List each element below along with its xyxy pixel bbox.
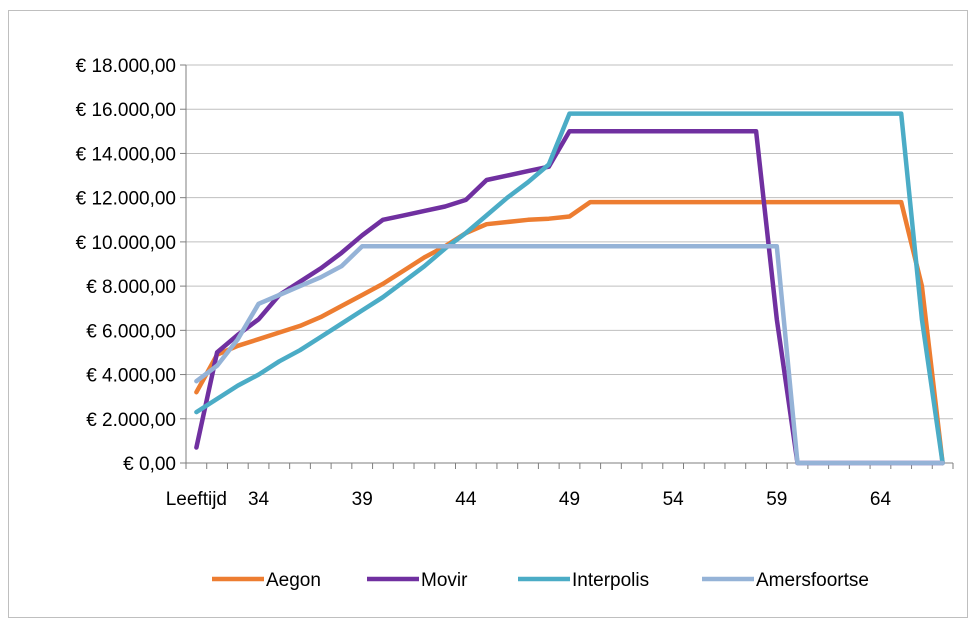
series-line-interpolis [194,111,945,466]
y-tick-label: € 14.000,00 [76,144,176,165]
x-tick-label: 39 [352,489,373,510]
y-tick-label: € 12.000,00 [76,189,176,210]
y-tick-label: € 6.000,00 [86,321,176,342]
y-tick-label: € 8.000,00 [86,277,176,298]
x-tick-label: 54 [663,489,685,510]
chart-frame: € 0,00 € 2.000,00 € 4.000,00 € 6.000,00 € 8.… [8,10,968,618]
y-tick-label: € 0,00 [123,454,176,475]
x-tick-label: 59 [766,489,787,510]
axes: € 0,00 € 2.000,00 € 4.000,00 € 6.000,00 € 8.… [76,56,954,510]
series-line-movir [194,129,945,466]
series-line-amersfoortse [194,244,945,466]
series-line-aegon [194,199,945,466]
legend-label: Aegon [266,570,321,591]
legend-label: Movir [421,570,468,591]
y-tick-label: € 18.000,00 [76,56,176,77]
y-tick-label: € 2.000,00 [86,410,176,431]
legend-label: Interpolis [572,570,649,591]
x-tick-label: 49 [559,489,580,510]
y-tick-label: € 16.000,00 [76,100,176,121]
legend-label: Amersfoortse [756,570,869,591]
series-lines [194,111,945,466]
gridlines [186,64,953,420]
x-tick-label: 64 [870,489,892,510]
x-tick-label: 34 [248,489,270,510]
y-tick-label: € 10.000,00 [76,233,176,254]
line-chart: € 0,00 € 2.000,00 € 4.000,00 € 6.000,00 € 8.… [76,56,954,591]
y-tick-label: € 4.000,00 [86,366,176,387]
x-tick-label: 44 [455,489,477,510]
legend: Aegon Movir Interpolis Amersfoortse [212,570,869,591]
x-tick-label: Leeftijd [166,489,227,510]
